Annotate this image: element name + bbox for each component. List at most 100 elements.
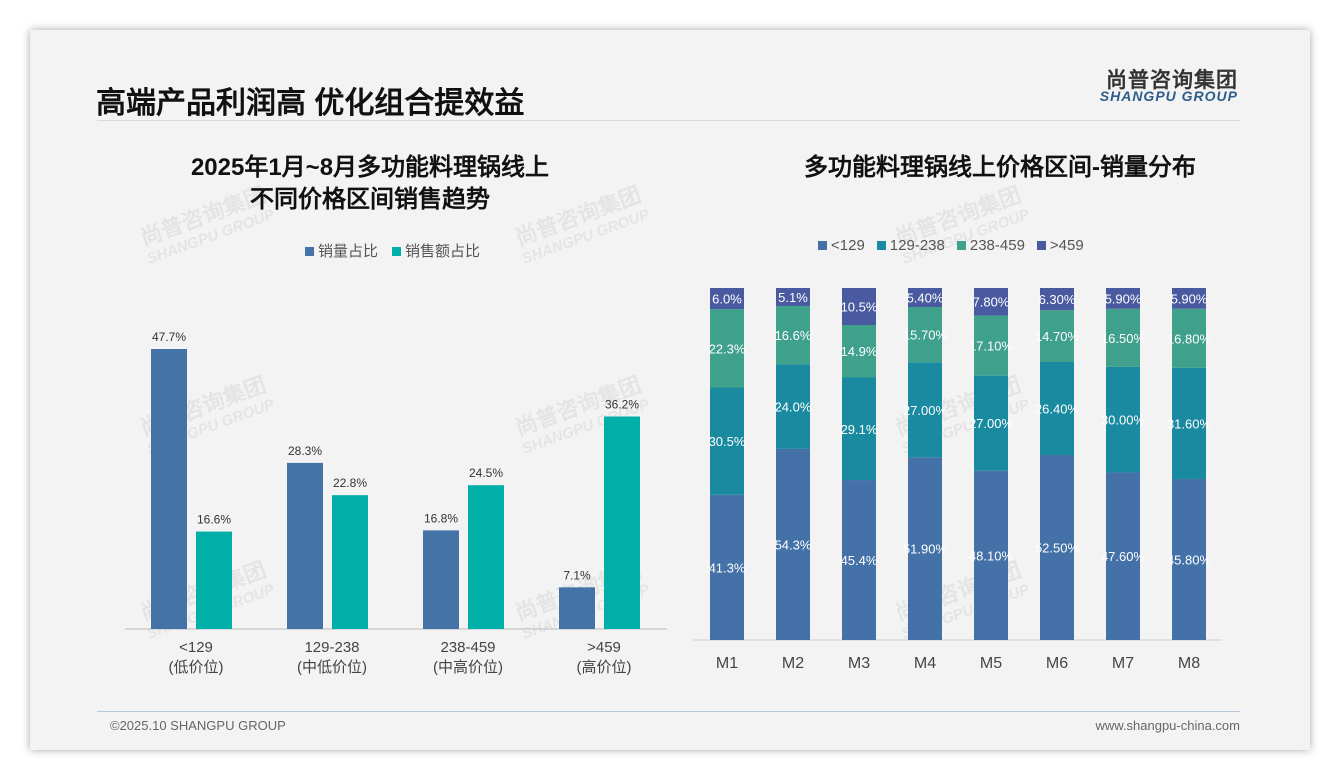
data-label: 48.10% [969,548,1014,563]
data-label: 47.7% [152,330,186,344]
stacked-bar-segment [1172,308,1206,368]
legend-label: 销量占比 [318,243,379,260]
bar-sales-amount [468,485,504,629]
footer-url[interactable]: www.shangpu-china.com [1095,718,1240,733]
bar-sales-volume [287,462,323,629]
data-label: 16.50% [1101,331,1146,346]
stacked-bar-segment [1106,366,1140,473]
stacked-bar-segment [842,288,876,325]
stacked-bar-segment [842,480,876,640]
stacked-bar-segment [776,448,810,640]
legend-swatch [392,247,402,256]
stacked-bar-segment [974,315,1008,376]
footer-divider [97,711,1240,712]
bar-sales-volume [423,530,459,629]
legend-item: >459 [1036,237,1084,254]
logo-text-en: SHANGPU GROUP [1099,88,1238,104]
x-tick-label: M7 [1112,655,1134,672]
data-label: 52.50% [1035,541,1080,556]
data-label: 30.5% [709,434,746,449]
stacked-bar-segment [1040,361,1074,456]
stacked-bar-segment [710,494,744,640]
stacked-bar-segment [1106,308,1140,367]
stacked-bar-segment [710,309,744,388]
legend-item: 销售额占比 [392,240,480,261]
x-tick-sublabel: (低价位) [169,659,224,676]
data-label: 51.90% [903,542,948,557]
left-chart-title-line2: 不同价格区间销售趋势 [250,186,490,213]
stacked-bar-segment [842,324,876,378]
stacked-bar-segment [1106,472,1140,640]
legend-swatch [1036,241,1046,250]
x-tick-label: M4 [914,655,936,672]
legend-item: <129 [818,237,865,254]
data-label: 45.4% [841,553,878,568]
data-label: 41.3% [709,560,746,575]
x-tick-sublabel: (中高价位) [433,659,503,676]
stacked-bar-segment [974,470,1008,640]
left-chart-legend: 销量占比 销售额占比 [305,240,480,261]
data-label: 16.80% [1167,331,1212,346]
data-label: 7.1% [563,568,591,582]
stacked-bar-segment [842,377,876,481]
stacked-bar-segment [1040,288,1074,311]
bar-sales-amount [604,416,640,629]
legend-item: 238-459 [956,237,1025,254]
stacked-bar-segment [776,364,810,449]
right-chart-title: 多功能料理锅线上价格区间-销量分布 [804,154,1196,181]
stacked-bar-segment [710,387,744,495]
data-label: 5.1% [778,290,808,305]
data-label: 14.70% [1035,329,1080,344]
x-tick-label: >459 [587,639,621,656]
x-tick-label: M8 [1178,655,1200,672]
stacked-bar-segment [1040,310,1074,362]
legend-item: 129-238 [876,237,945,254]
left-chart-title: 2025年1月~8月多功能料理锅线上 不同价格区间销售趋势 [130,152,610,216]
data-label: 14.9% [841,344,878,359]
stacked-bar-segment [776,305,810,365]
x-tick-sublabel: (中低价位) [297,659,367,676]
data-label: 6.30% [1039,292,1076,307]
x-tick-label: M6 [1046,655,1068,672]
data-label: 22.3% [709,341,746,356]
data-label: 27.00% [903,403,948,418]
stacked-bar-segment [1172,288,1206,309]
data-label: 10.5% [841,299,878,314]
legend-label: 238-459 [969,237,1025,254]
stacked-bar-segment [908,288,942,308]
stacked-bar-segment [974,288,1008,316]
bar-sales-amount [332,495,368,629]
stacked-bar-segment [710,288,744,310]
x-tick-label: M2 [782,655,804,672]
data-label: 16.6% [197,513,231,527]
footer-copyright: ©2025.10 SHANGPU GROUP [110,718,286,733]
stacked-bar-segment [908,362,942,458]
stacked-bar-segment [908,307,942,363]
legend-label: >459 [1049,237,1084,254]
stacked-bar-segment [776,288,810,306]
stacked-bar-segment [1106,288,1140,309]
legend-item: 销量占比 [305,240,378,261]
slide: 尚普咨询集团 SHANGPU GROUP 尚普咨询集团 SHANGPU GROUP … [30,30,1310,750]
logo-text-cn: 尚普咨询集团 [1106,69,1238,92]
data-label: 29.1% [841,422,878,437]
data-label: 45.80% [1167,552,1212,567]
data-label: 5.40% [907,291,944,306]
data-label: 6.0% [712,292,742,307]
data-label: 15.70% [903,328,948,343]
data-label: 24.0% [775,400,812,415]
stacked-bar-segment [1172,367,1206,479]
legend-swatch [818,241,827,250]
bar-sales-volume [559,587,595,629]
header-divider [97,120,1240,121]
x-tick-label: M5 [980,655,1002,672]
data-label: 54.3% [775,537,812,552]
left-chart-title-line1: 2025年1月~8月多功能料理锅线上 [190,154,550,181]
charts-canvas: 47.7% 16.6% <129 (低价位) 28.3% 22.8% 129-238 (中低价… [125,288,1222,676]
stacked-bar-segment [1040,455,1074,640]
bar-sales-amount [196,531,232,629]
data-label: 47.60% [1101,549,1146,564]
data-label: 26.40% [1035,402,1080,417]
stacked-bar-segment [1172,478,1206,640]
right-chart-legend: <129 129-238 238-459 >459 [818,237,1084,254]
